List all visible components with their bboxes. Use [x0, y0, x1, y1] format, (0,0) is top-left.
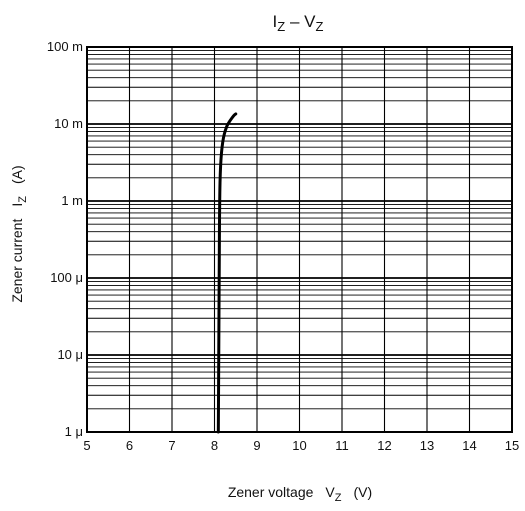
chart-title-second-sub: Z [315, 19, 323, 34]
x-tick-label: 9 [253, 438, 260, 453]
tick-label-layer: 5 6 7 8 9 10 11 12 13 14 15 1 μ 10 μ 100 μ 1 m 10 m 100 … [47, 39, 519, 453]
x-tick-label: 15 [505, 438, 519, 453]
x-axis-label-symbol-sub: Z [335, 492, 342, 504]
y-tick-label: 100 m [47, 39, 83, 54]
y-tick-label: 10 m [54, 116, 83, 131]
x-tick-label: 6 [126, 438, 133, 453]
chart-title-second: V [304, 12, 316, 31]
y-axis-label-text: Zener current [9, 219, 25, 303]
y-tick-label: 10 μ [57, 347, 83, 362]
y-axis-label: Zener current IZ (A) [9, 165, 29, 302]
x-axis-label: Zener voltage VZ (V) [228, 484, 372, 504]
x-axis-label-symbol: V [325, 484, 335, 500]
chart-title-main: I [273, 12, 278, 31]
x-tick-label: 12 [377, 438, 391, 453]
grid-layer [86, 47, 513, 433]
chart-title-main-sub: Z [277, 19, 285, 34]
x-tick-label: 14 [462, 438, 476, 453]
x-tick-label: 10 [292, 438, 306, 453]
series-line [216, 112, 238, 434]
y-axis-label-unit: (A) [9, 165, 25, 184]
series-layer [216, 112, 238, 434]
x-tick-label: 11 [335, 438, 349, 453]
y-tick-label: 1 m [61, 193, 83, 208]
x-tick-label: 13 [420, 438, 434, 453]
chart-title: IZ – VZ [273, 12, 324, 34]
y-axis-label-symbol-sub: Z [17, 196, 29, 203]
y-tick-label: 100 μ [50, 270, 83, 285]
y-tick-label: 1 μ [65, 424, 83, 439]
x-tick-label: 8 [211, 438, 218, 453]
x-axis-label-text: Zener voltage [228, 484, 314, 500]
x-axis-label-unit: (V) [354, 484, 373, 500]
chart-title-dash: – [285, 12, 304, 31]
x-tick-label: 5 [83, 438, 90, 453]
plot-frame [86, 46, 513, 433]
frame-layer [86, 46, 513, 433]
x-tick-label: 7 [168, 438, 175, 453]
y-axis-label-symbol: I [9, 203, 25, 207]
